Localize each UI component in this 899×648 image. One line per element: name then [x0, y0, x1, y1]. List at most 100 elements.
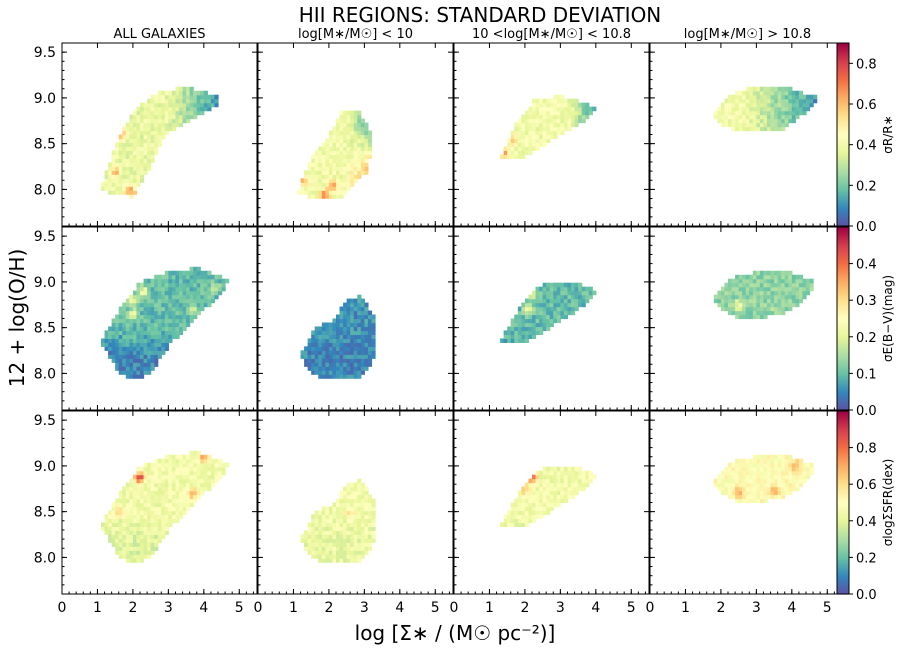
heatmap-cell	[318, 374, 323, 379]
heatmap-cell	[542, 290, 547, 296]
heatmap-cell	[314, 538, 319, 543]
heatmap-cell	[332, 170, 337, 175]
heatmap-cell	[143, 334, 148, 339]
heatmap-cell	[140, 298, 145, 304]
heatmap-cell	[781, 126, 786, 132]
heatmap-cell	[136, 522, 141, 527]
colorbar-swatch	[837, 265, 849, 269]
heatmap-cell	[571, 98, 576, 104]
heatmap-cell	[161, 482, 166, 488]
heatmap-cell	[118, 142, 123, 148]
heatmap-cell	[140, 474, 145, 480]
heatmap-cell	[147, 474, 152, 480]
heatmap-cell	[791, 274, 796, 280]
heatmap-cell	[360, 130, 365, 136]
colorbar-swatch	[837, 110, 849, 113]
colorbar-swatch	[837, 237, 849, 240]
heatmap-cell	[539, 102, 544, 108]
heatmap-cell	[731, 470, 736, 476]
heatmap-cell	[122, 542, 127, 547]
x-tick-label: 0	[646, 600, 655, 616]
heatmap-cell	[311, 370, 316, 375]
heatmap-cell	[346, 186, 351, 191]
heatmap-cell	[578, 302, 583, 308]
heatmap-cell	[150, 518, 155, 523]
heatmap-cell	[350, 370, 355, 375]
heatmap-cell	[328, 374, 334, 379]
heatmap-cell	[314, 554, 319, 559]
heatmap-cell	[343, 110, 348, 116]
heatmap-cell	[186, 274, 191, 280]
heatmap-cell	[353, 518, 358, 523]
heatmap-cell	[307, 350, 312, 355]
heatmap-cell	[528, 122, 533, 128]
heatmap-cell	[154, 542, 159, 547]
heatmap-cell	[759, 466, 765, 472]
heatmap-cell	[136, 286, 141, 292]
heatmap-cell	[738, 122, 743, 128]
colorbar-swatch	[837, 95, 849, 99]
heatmap-cell	[360, 366, 365, 371]
heatmap-cell	[578, 294, 583, 300]
heatmap-cell	[175, 478, 180, 484]
heatmap-cell	[360, 330, 365, 336]
heatmap-cell	[111, 154, 116, 159]
heatmap-cell	[777, 302, 782, 308]
heatmap-cell	[111, 342, 116, 347]
heatmap-cell	[357, 486, 362, 492]
heatmap-cell	[738, 494, 743, 500]
heatmap-cell	[164, 106, 169, 112]
heatmap-cell	[157, 142, 162, 148]
heatmap-cell	[150, 134, 155, 140]
heatmap-cell	[175, 322, 180, 328]
heatmap-cell	[196, 306, 201, 312]
colorbar-swatch	[837, 425, 849, 428]
heatmap-cell	[143, 498, 148, 504]
heatmap-cell	[314, 522, 319, 527]
heatmap-cell	[535, 298, 540, 304]
heatmap-cell	[164, 326, 169, 332]
heatmap-cell	[171, 278, 177, 284]
heatmap-cell	[742, 310, 747, 316]
heatmap-cell	[571, 114, 576, 120]
heatmap-cell	[164, 102, 169, 108]
heatmap-cell	[546, 498, 551, 504]
heatmap-cell	[549, 474, 554, 480]
heatmap-cell	[336, 330, 341, 336]
heatmap-cell	[147, 346, 152, 351]
heatmap-cell	[311, 190, 316, 195]
heatmap-cell	[556, 110, 561, 116]
heatmap-cell	[524, 486, 530, 492]
heatmap-cell	[535, 114, 540, 120]
heatmap-cell	[788, 274, 793, 280]
heatmap-cell	[738, 314, 743, 320]
heatmap-cell	[350, 550, 355, 555]
heatmap-cell	[186, 478, 191, 484]
heatmap-cell	[343, 126, 348, 132]
heatmap-cell	[503, 330, 508, 336]
heatmap-cell	[210, 278, 216, 284]
heatmap-cell	[571, 474, 576, 480]
heatmap-cell	[157, 282, 162, 288]
heatmap-cell	[318, 350, 323, 355]
heatmap-cell	[521, 310, 526, 316]
heatmap-cell	[339, 194, 344, 199]
heatmap-cell	[125, 150, 130, 155]
heatmap-cell	[524, 498, 530, 504]
heatmap-cell	[553, 114, 558, 120]
heatmap-cell	[581, 114, 586, 120]
heatmap-cell	[132, 482, 138, 488]
heatmap-cell	[510, 334, 515, 339]
heatmap-cell	[200, 466, 205, 472]
heatmap-cell	[189, 478, 194, 484]
heatmap-cell	[546, 510, 551, 516]
heatmap-cell	[328, 366, 334, 371]
heatmap-cell	[360, 522, 365, 527]
heatmap-cell	[560, 106, 565, 112]
heatmap-cell	[784, 490, 789, 496]
heatmap-cell	[311, 530, 316, 535]
heatmap-cell	[759, 106, 765, 112]
heatmap-cell	[364, 166, 369, 171]
heatmap-cell	[563, 310, 569, 316]
heatmap-cell	[339, 190, 344, 195]
